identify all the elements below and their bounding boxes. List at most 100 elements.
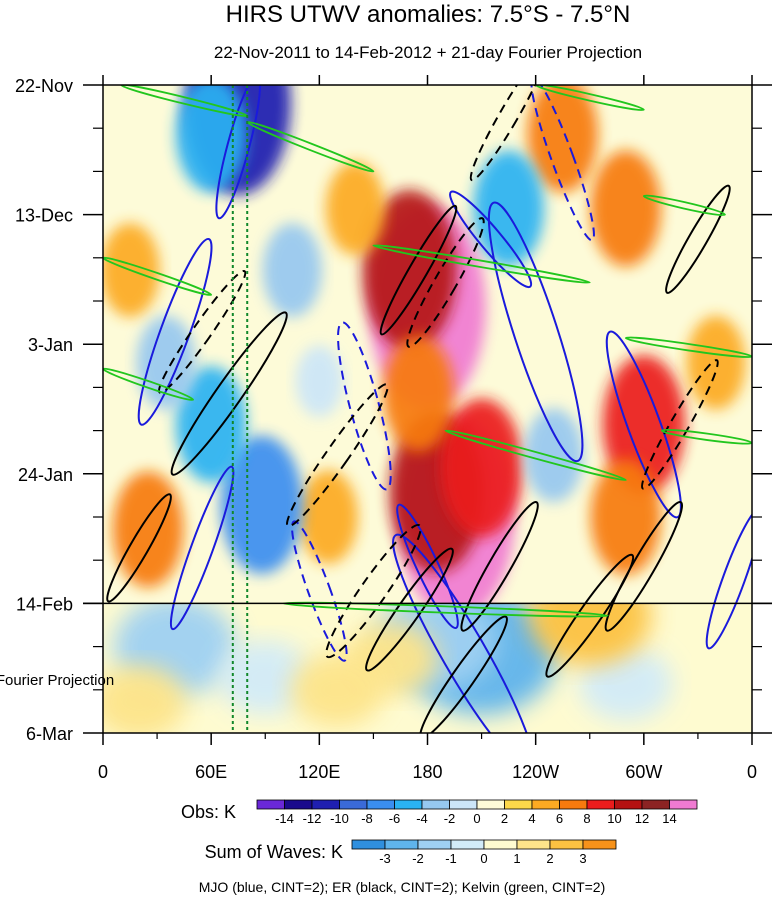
obs-blob-23: [295, 345, 344, 418]
obs-colorbar: -14 -12 -10 -8 -6 -4 -2 0 2 4 6 8 10 12 14: [256, 799, 698, 826]
y-tick-label-0: 22-Nov: [15, 76, 73, 96]
x-tick-label-2: 120E: [298, 762, 340, 782]
waves-colorbar: -3 -2 -1 0 1 2 3: [351, 839, 617, 866]
obs-colorbar-swatch-3: [339, 799, 368, 810]
kelvin-contour-7: [624, 336, 752, 358]
y-axis: 22-Nov 13-Dec 3-Jan 24-Jan 14-Feb 6-Mar: [15, 76, 772, 744]
obs-colorbar-label-11: 8: [583, 811, 590, 826]
obs-colorbar-label-2: -10: [330, 811, 349, 826]
obs-blob-21: [136, 315, 196, 410]
er-contour-14: [170, 311, 288, 476]
waves-colorbar-label-4: 1: [513, 851, 520, 866]
wave-sum-blob-7: [103, 665, 186, 733]
mjo-contour-6: [169, 465, 235, 631]
waves-colorbar-title: Sum of Waves: K: [205, 842, 343, 862]
er-contour-26: [419, 615, 508, 733]
er-contour-18: [545, 553, 635, 678]
chart-subtitle: 22-Nov-2011 to 14-Feb-2012 + 21-day Four…: [214, 43, 642, 62]
mjo-contour-10: [530, 85, 595, 242]
obs-blob-5: [383, 335, 454, 452]
mjo-contour-0: [487, 201, 584, 463]
obs-blob-20: [262, 223, 322, 318]
obs-blob-12: [686, 315, 746, 410]
obs-colorbar-swatch-1: [284, 799, 313, 810]
kelvin-contour-3: [372, 244, 591, 284]
y-tick-label-5: 6-Mar: [26, 724, 73, 744]
obs-colorbar-label-8: 2: [501, 811, 508, 826]
obs-colorbar-swatch-2: [311, 799, 340, 810]
obs-colorbar-swatch-7: [449, 799, 478, 810]
y-tick-label-1: 13-Dec: [15, 206, 73, 226]
er-contour-24: [469, 85, 548, 182]
obs-colorbar-swatch-5: [394, 799, 423, 810]
obs-colorbar-swatch-10: [531, 799, 560, 810]
obs-colorbar-label-4: -6: [389, 811, 401, 826]
kelvin-contour-4: [444, 429, 627, 482]
kelvin-contour-8: [660, 428, 752, 445]
x-tick-label-0: 0: [98, 762, 108, 782]
obs-blob-6: [527, 85, 599, 193]
obs-colorbar-swatch-13: [614, 799, 643, 810]
er-contour-22: [665, 184, 731, 294]
obs-blob-13: [298, 470, 358, 564]
waves-colorbar-swatch-0: [351, 839, 386, 850]
x-tick-label-6: 0: [747, 762, 757, 782]
chart-title: HIRS UTWV anomalies: 7.5°S - 7.5°N: [226, 1, 631, 28]
obs-colorbar-label-3: -8: [361, 811, 373, 826]
reference-lines: [231, 85, 249, 733]
er-contour-12: [379, 204, 458, 336]
mjo-contour-9: [337, 321, 392, 491]
mjo-contour-11: [291, 520, 348, 662]
obs-colorbar-swatch-6: [421, 799, 450, 810]
obs-colorbar-label-12: 10: [607, 811, 621, 826]
mjo-contour-5: [215, 85, 262, 220]
er-contour-15: [158, 269, 247, 394]
kelvin-contour-6: [642, 194, 726, 217]
obs-blob-7: [590, 150, 662, 267]
x-tick-label-4: 120W: [512, 762, 559, 782]
y-tick-label-3: 24-Jan: [18, 465, 73, 485]
obs-colorbar-label-10: 6: [556, 811, 563, 826]
obs-blob-18: [175, 366, 247, 483]
er-contour-13: [406, 217, 485, 348]
waves-colorbar-label-6: 3: [579, 851, 586, 866]
obs-blob-22: [524, 408, 584, 503]
kelvin-contour-0: [103, 256, 213, 296]
x-tick-label-3: 180: [412, 762, 442, 782]
obs-colorbar-swatch-0: [256, 799, 285, 810]
waves-colorbar-label-0: -3: [379, 851, 391, 866]
er-contour-16: [325, 523, 422, 659]
y-tick-label-2: 3-Jan: [28, 335, 73, 355]
wave-sum-blob-4: [578, 646, 673, 721]
obs-colorbar-label-9: 4: [528, 811, 535, 826]
obs-colorbar-swatch-4: [366, 799, 395, 810]
obs-colorbar-swatch-15: [669, 799, 698, 810]
wave-sum-blob-6: [290, 652, 385, 727]
obs-colorbar-label-0: -14: [275, 811, 294, 826]
obs-blob-16: [175, 85, 247, 193]
obs-colorbar-label-5: -4: [416, 811, 428, 826]
obs-colorbar-swatch-8: [476, 799, 505, 810]
obs-colorbar-label-14: 14: [662, 811, 676, 826]
waves-colorbar-label-1: -2: [412, 851, 424, 866]
obs-colorbar-swatch-14: [641, 799, 670, 810]
er-contour-23: [641, 359, 719, 490]
x-tick-label-5: 60W: [625, 762, 662, 782]
mjo-contour-2: [605, 330, 682, 519]
waves-colorbar-swatch-6: [549, 839, 584, 850]
waves-colorbar-swatch-7: [582, 839, 617, 850]
mjo-contour-3: [392, 533, 535, 733]
x-axis: 0 60E 120E 180 120W 60W 0: [98, 75, 757, 782]
obs-colorbar-title: Obs: K: [181, 802, 236, 822]
x-tick-label-1: 60E: [195, 762, 227, 782]
er-contour-21: [106, 493, 172, 603]
waves-colorbar-label-2: -1: [445, 851, 457, 866]
waves-colorbar-swatch-4: [483, 839, 518, 850]
wave-sum-blob-3: [218, 640, 313, 715]
er-contour-19: [460, 501, 539, 632]
obs-blob-11: [325, 161, 385, 256]
obs-colorbar-swatch-12: [586, 799, 615, 810]
er-contour-20: [604, 501, 684, 632]
mjo-contour-8: [705, 508, 752, 650]
